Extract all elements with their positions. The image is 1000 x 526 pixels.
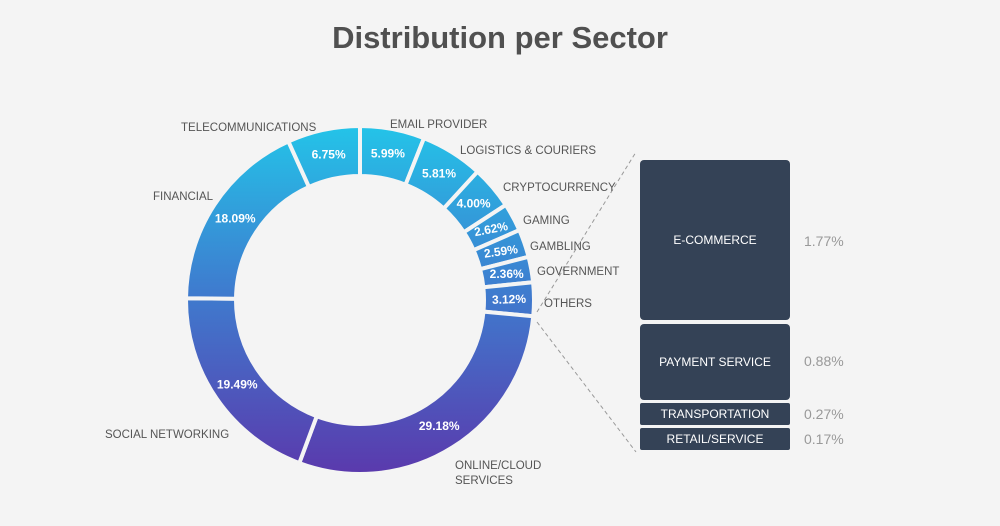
- slice-percent-label: 5.81%: [422, 167, 456, 181]
- chart-title: Distribution per Sector: [332, 20, 668, 55]
- label-gaming: GAMING: [523, 215, 570, 227]
- breakdown-ecommerce: E-COMMERCE: [640, 160, 790, 320]
- connector-line-top: [536, 151, 637, 313]
- breakdown-value: 1.77%: [804, 233, 844, 249]
- label-online: ONLINE/CLOUD SERVICES: [455, 460, 542, 487]
- connector-line-bottom: [536, 321, 637, 453]
- label-crypto: CRYPTOCURRENCY: [503, 182, 616, 194]
- slice-percent-label: 2.59%: [483, 242, 519, 261]
- slice-percent-label: 5.99%: [371, 147, 405, 161]
- breakdown-value: 0.17%: [804, 431, 844, 447]
- slice-online-cloud-services: [296, 309, 536, 476]
- label-government: GOVERNMENT: [537, 266, 620, 278]
- label-gambling: GAMBLING: [530, 241, 591, 253]
- slice-percent-label: 6.75%: [312, 147, 346, 161]
- breakdown-value: 0.88%: [804, 353, 844, 369]
- label-logistics: LOGISTICS & COURIERS: [460, 145, 597, 157]
- breakdown-value: 0.27%: [804, 406, 844, 422]
- breakdown-payment: PAYMENT SERVICE: [640, 324, 790, 400]
- slice-percent-label: 19.49%: [217, 377, 258, 391]
- breakdown-label: RETAIL/SERVICE: [666, 432, 764, 446]
- breakdown-retail: RETAIL/SERVICE: [640, 428, 790, 450]
- slice-percent-label: 2.62%: [473, 219, 509, 239]
- slice-percent-label: 2.36%: [490, 267, 524, 281]
- breakdown-label: TRANSPORTATION: [660, 407, 770, 421]
- breakdown-transportation: TRANSPORTATION: [640, 403, 790, 425]
- slice-telecommunications: [285, 123, 362, 190]
- slice-percent-label: 29.18%: [419, 419, 460, 433]
- label-financial: FINANCIAL: [153, 191, 214, 203]
- label-telecom: TELECOMMUNICATIONS: [181, 122, 317, 134]
- breakdown-label: E-COMMERCE: [673, 233, 757, 247]
- breakdown-label: PAYMENT SERVICE: [659, 355, 771, 369]
- slice-percent-label: 3.12%: [492, 292, 527, 307]
- label-others: OTHERS: [544, 298, 592, 310]
- label-email: EMAIL PROVIDER: [390, 119, 488, 131]
- slice-percent-label: 4.00%: [457, 197, 491, 211]
- slice-percent-label: 18.09%: [215, 212, 256, 226]
- label-social: SOCIAL NETWORKING: [105, 429, 230, 441]
